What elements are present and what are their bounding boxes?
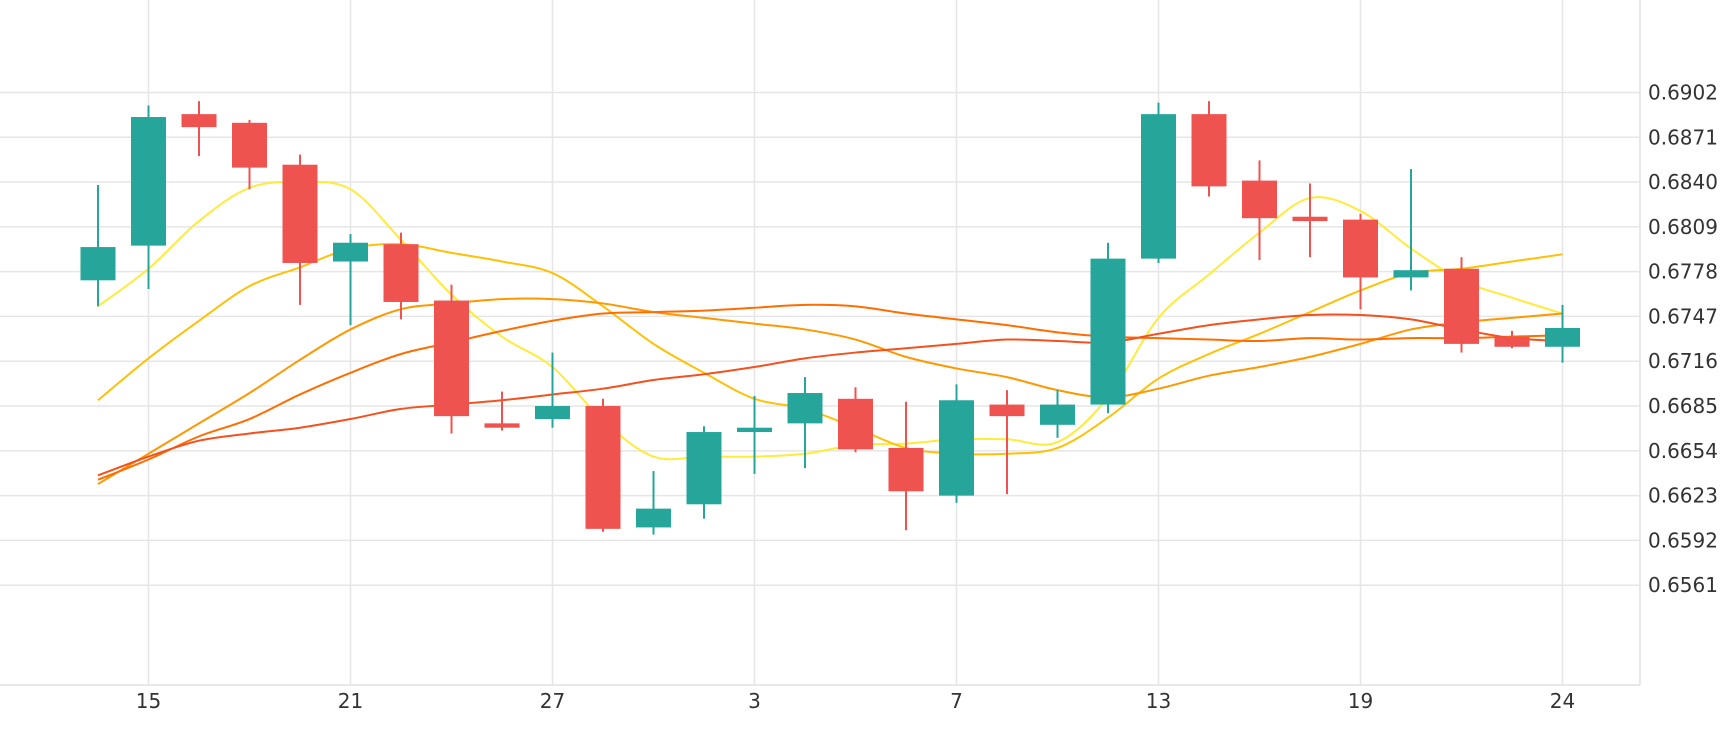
candle-body-down bbox=[1292, 216, 1328, 222]
candle-body-up bbox=[333, 242, 368, 262]
y-tick-label: 0.6654 bbox=[1648, 439, 1718, 463]
candle-body-down bbox=[282, 164, 318, 263]
y-tick-label: 0.6747 bbox=[1648, 304, 1718, 328]
x-tick-label: 3 bbox=[748, 689, 761, 713]
candle-body-up bbox=[1393, 270, 1429, 278]
y-tick-label: 0.6561 bbox=[1648, 573, 1718, 597]
y-tick-label: 0.6716 bbox=[1648, 349, 1718, 373]
candle-body-up bbox=[80, 247, 116, 281]
x-tick-label: 21 bbox=[338, 689, 363, 713]
candle-body-up bbox=[1545, 327, 1580, 347]
y-tick-label: 0.6778 bbox=[1648, 260, 1718, 284]
candle-body-down bbox=[232, 122, 267, 168]
x-tick-label: 13 bbox=[1146, 689, 1171, 713]
candle-body-up bbox=[939, 400, 974, 496]
grid bbox=[0, 0, 1640, 685]
candle-body-up bbox=[1040, 404, 1075, 425]
overlay-line bbox=[97, 297, 1563, 485]
candle-body-down bbox=[1191, 114, 1227, 187]
y-tick-label: 0.6685 bbox=[1648, 394, 1718, 418]
candle-body-down bbox=[1444, 268, 1479, 344]
x-tick-label: 7 bbox=[950, 689, 963, 713]
axes: 0.6902 0.6871 0.6840 0.6809 0.6778 0.6747 0.67… bbox=[0, 0, 1718, 713]
x-tick-label: 15 bbox=[136, 689, 161, 713]
candle-body-down bbox=[585, 406, 621, 529]
candle-body-up bbox=[636, 508, 671, 528]
candle-body-up bbox=[1141, 114, 1176, 259]
candle-body-up bbox=[535, 406, 570, 420]
y-tick-label: 0.6809 bbox=[1648, 215, 1718, 239]
overlay-line bbox=[97, 303, 1563, 481]
candle-body-down bbox=[1242, 180, 1277, 219]
y-tick-label: 0.6623 bbox=[1648, 484, 1718, 508]
candle-body-down bbox=[989, 404, 1025, 417]
candle-body-down bbox=[434, 300, 469, 417]
candle-body-down bbox=[838, 398, 873, 450]
candle-body-down bbox=[181, 114, 217, 128]
candle-body-down bbox=[383, 244, 419, 302]
candle-body-up bbox=[131, 117, 166, 246]
candle-body-down bbox=[1343, 219, 1378, 278]
candle-body-up bbox=[787, 393, 823, 424]
candle-body-down bbox=[888, 447, 924, 492]
candle-body-up bbox=[737, 427, 772, 433]
x-tick-label: 27 bbox=[540, 689, 565, 713]
y-tick-label: 0.6871 bbox=[1648, 125, 1718, 149]
y-tick-label: 0.6840 bbox=[1648, 170, 1718, 194]
candle-body-down bbox=[1494, 336, 1530, 347]
x-tick-label: 19 bbox=[1348, 689, 1373, 713]
candle-body-down bbox=[484, 423, 520, 428]
candles bbox=[80, 101, 1580, 535]
candle-body-up bbox=[686, 432, 722, 505]
y-tick-label: 0.6902 bbox=[1648, 80, 1718, 104]
overlay-line bbox=[97, 313, 1563, 477]
candle-body-up bbox=[1090, 258, 1126, 405]
x-tick-label: 24 bbox=[1550, 689, 1575, 713]
y-tick-label: 0.6592 bbox=[1648, 528, 1718, 552]
